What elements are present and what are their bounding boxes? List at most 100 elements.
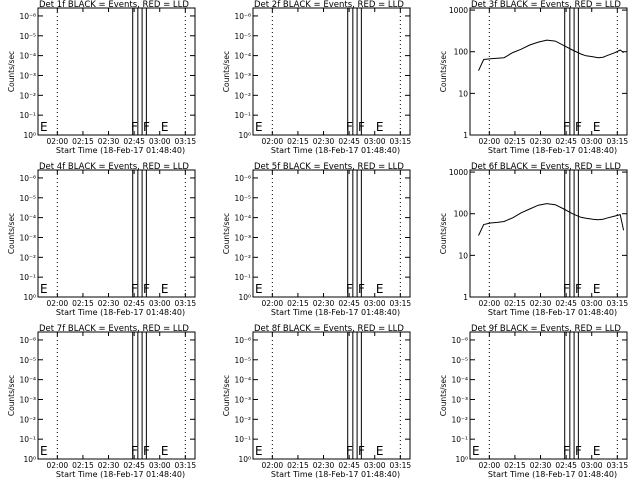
- y-tick-label: 10⁻⁴: [451, 376, 468, 385]
- y-tick-label: 10⁻⁵: [19, 32, 36, 41]
- y-tick-label: 10⁻⁶: [234, 174, 251, 183]
- x-tick-label: 02:15: [287, 137, 309, 146]
- x-axis-label: Start Time (18-Feb-17 01:48:40): [56, 146, 185, 155]
- y-axis-label: Counts/sec: [222, 51, 231, 92]
- y-tick-label: 10⁻⁵: [19, 356, 36, 365]
- y-tick-label: 10⁻⁶: [234, 336, 251, 345]
- x-tick-label: 03:00: [364, 299, 386, 308]
- y-axis-label: Counts/sec: [439, 375, 448, 416]
- x-tick-label: 02:30: [313, 461, 335, 470]
- y-tick-label: 10: [458, 89, 468, 98]
- x-tick-label: 02:00: [262, 461, 284, 470]
- plot-frame: [37, 169, 196, 298]
- y-tick-label: 10⁻²: [234, 415, 251, 424]
- y-tick-label: 100: [454, 48, 469, 57]
- y-tick-label: 10⁻²: [234, 253, 251, 262]
- y-axis-label: Counts/sec: [222, 375, 231, 416]
- y-tick-label: 10⁻¹: [19, 273, 36, 282]
- x-tick-label: 02:15: [72, 299, 94, 308]
- x-tick-label: 02:15: [287, 299, 309, 308]
- plot-frame: [469, 169, 628, 298]
- panel-det-5: Det 5f BLACK = Events, RED = LLD 02:00 02:…: [222, 162, 411, 317]
- y-tick-label: 10⁻⁵: [234, 194, 251, 203]
- y-tick-label: 10⁻⁵: [234, 356, 251, 365]
- x-tick-label: 03:00: [581, 461, 603, 470]
- y-axis-label: Counts/sec: [7, 213, 16, 254]
- flag-label: F: [131, 120, 138, 134]
- x-tick-label: 02:45: [555, 299, 577, 308]
- x-axis-label: Start Time (18-Feb-17 01:48:40): [271, 308, 400, 317]
- events-series-line: [478, 39, 624, 71]
- x-tick-label: 02:30: [530, 299, 552, 308]
- x-tick-label: 03:15: [175, 137, 197, 146]
- panel-title: Det 4f BLACK = Events, RED = LLD: [39, 162, 189, 172]
- panel-title: Det 5f BLACK = Events, RED = LLD: [254, 162, 404, 172]
- y-tick-label: 10⁻³: [234, 233, 251, 242]
- flag-label: F: [131, 444, 138, 458]
- flag-label: E: [161, 444, 169, 458]
- flag-label: F: [563, 120, 570, 134]
- y-axis-label: Counts/sec: [7, 375, 16, 416]
- panel-title: Det 9f BLACK = Events, RED = LLD: [471, 324, 621, 334]
- x-tick-label: 02:00: [47, 461, 69, 470]
- flag-label: F: [143, 444, 150, 458]
- y-tick-label: 10⁻²: [19, 91, 36, 100]
- y-tick-label: 10⁰: [23, 131, 36, 140]
- y-tick-label: 10⁻⁴: [234, 214, 251, 223]
- x-tick-label: 03:15: [607, 461, 629, 470]
- flag-label: E: [40, 120, 48, 134]
- x-tick-label: 02:15: [287, 461, 309, 470]
- x-tick-label: 02:45: [555, 461, 577, 470]
- x-tick-label: 03:15: [390, 461, 412, 470]
- y-tick-label: 10⁻³: [19, 395, 36, 404]
- y-tick-label: 10⁻³: [19, 71, 36, 80]
- plot-frame: [252, 7, 411, 136]
- x-tick-label: 02:00: [262, 299, 284, 308]
- y-tick-label: 10⁻¹: [234, 111, 251, 120]
- x-tick-label: 02:00: [479, 461, 501, 470]
- flag-label: F: [575, 120, 582, 134]
- panel-det-9: Det 9f BLACK = Events, RED = LLD 02:00 02:…: [439, 324, 628, 479]
- panel-title: Det 1f BLACK = Events, RED = LLD: [39, 0, 189, 10]
- x-tick-label: 02:45: [338, 137, 360, 146]
- flag-label: E: [255, 120, 263, 134]
- flag-label: F: [563, 282, 570, 296]
- x-tick-label: 03:00: [364, 461, 386, 470]
- x-tick-label: 02:15: [72, 137, 94, 146]
- y-tick-label: 10⁰: [238, 293, 251, 302]
- x-axis-label: Start Time (18-Feb-17 01:48:40): [56, 470, 185, 479]
- x-tick-label: 02:45: [123, 461, 145, 470]
- x-tick-label: 03:00: [581, 137, 603, 146]
- x-tick-label: 02:15: [72, 461, 94, 470]
- plot-frame: [252, 169, 411, 298]
- x-tick-label: 03:15: [390, 137, 412, 146]
- x-axis-label: Start Time (18-Feb-17 01:48:40): [488, 470, 617, 479]
- x-axis-label: Start Time (18-Feb-17 01:48:40): [56, 308, 185, 317]
- x-tick-label: 03:00: [149, 461, 171, 470]
- y-axis-label: Counts/sec: [222, 213, 231, 254]
- y-tick-label: 10⁰: [455, 455, 468, 464]
- y-tick-label: 10⁻²: [19, 253, 36, 262]
- events-series-line: [478, 203, 625, 236]
- flag-label: F: [358, 444, 365, 458]
- x-tick-label: 02:30: [98, 461, 120, 470]
- flag-label: E: [376, 444, 384, 458]
- x-tick-label: 02:00: [479, 137, 501, 146]
- y-tick-label: 10⁻⁴: [234, 52, 251, 61]
- y-tick-label: 10⁻⁵: [234, 32, 251, 41]
- flag-label: F: [563, 444, 570, 458]
- flag-label: F: [358, 120, 365, 134]
- x-tick-label: 02:00: [479, 299, 501, 308]
- y-tick-label: 1: [463, 131, 468, 140]
- flag-label: E: [376, 282, 384, 296]
- y-axis-label: Counts/sec: [439, 51, 448, 92]
- panel-title: Det 2f BLACK = Events, RED = LLD: [254, 0, 404, 10]
- x-tick-label: 02:30: [530, 461, 552, 470]
- x-tick-label: 03:00: [149, 137, 171, 146]
- flag-label: E: [593, 444, 601, 458]
- y-tick-label: 10⁻⁵: [451, 356, 468, 365]
- y-tick-label: 10⁻¹: [234, 273, 251, 282]
